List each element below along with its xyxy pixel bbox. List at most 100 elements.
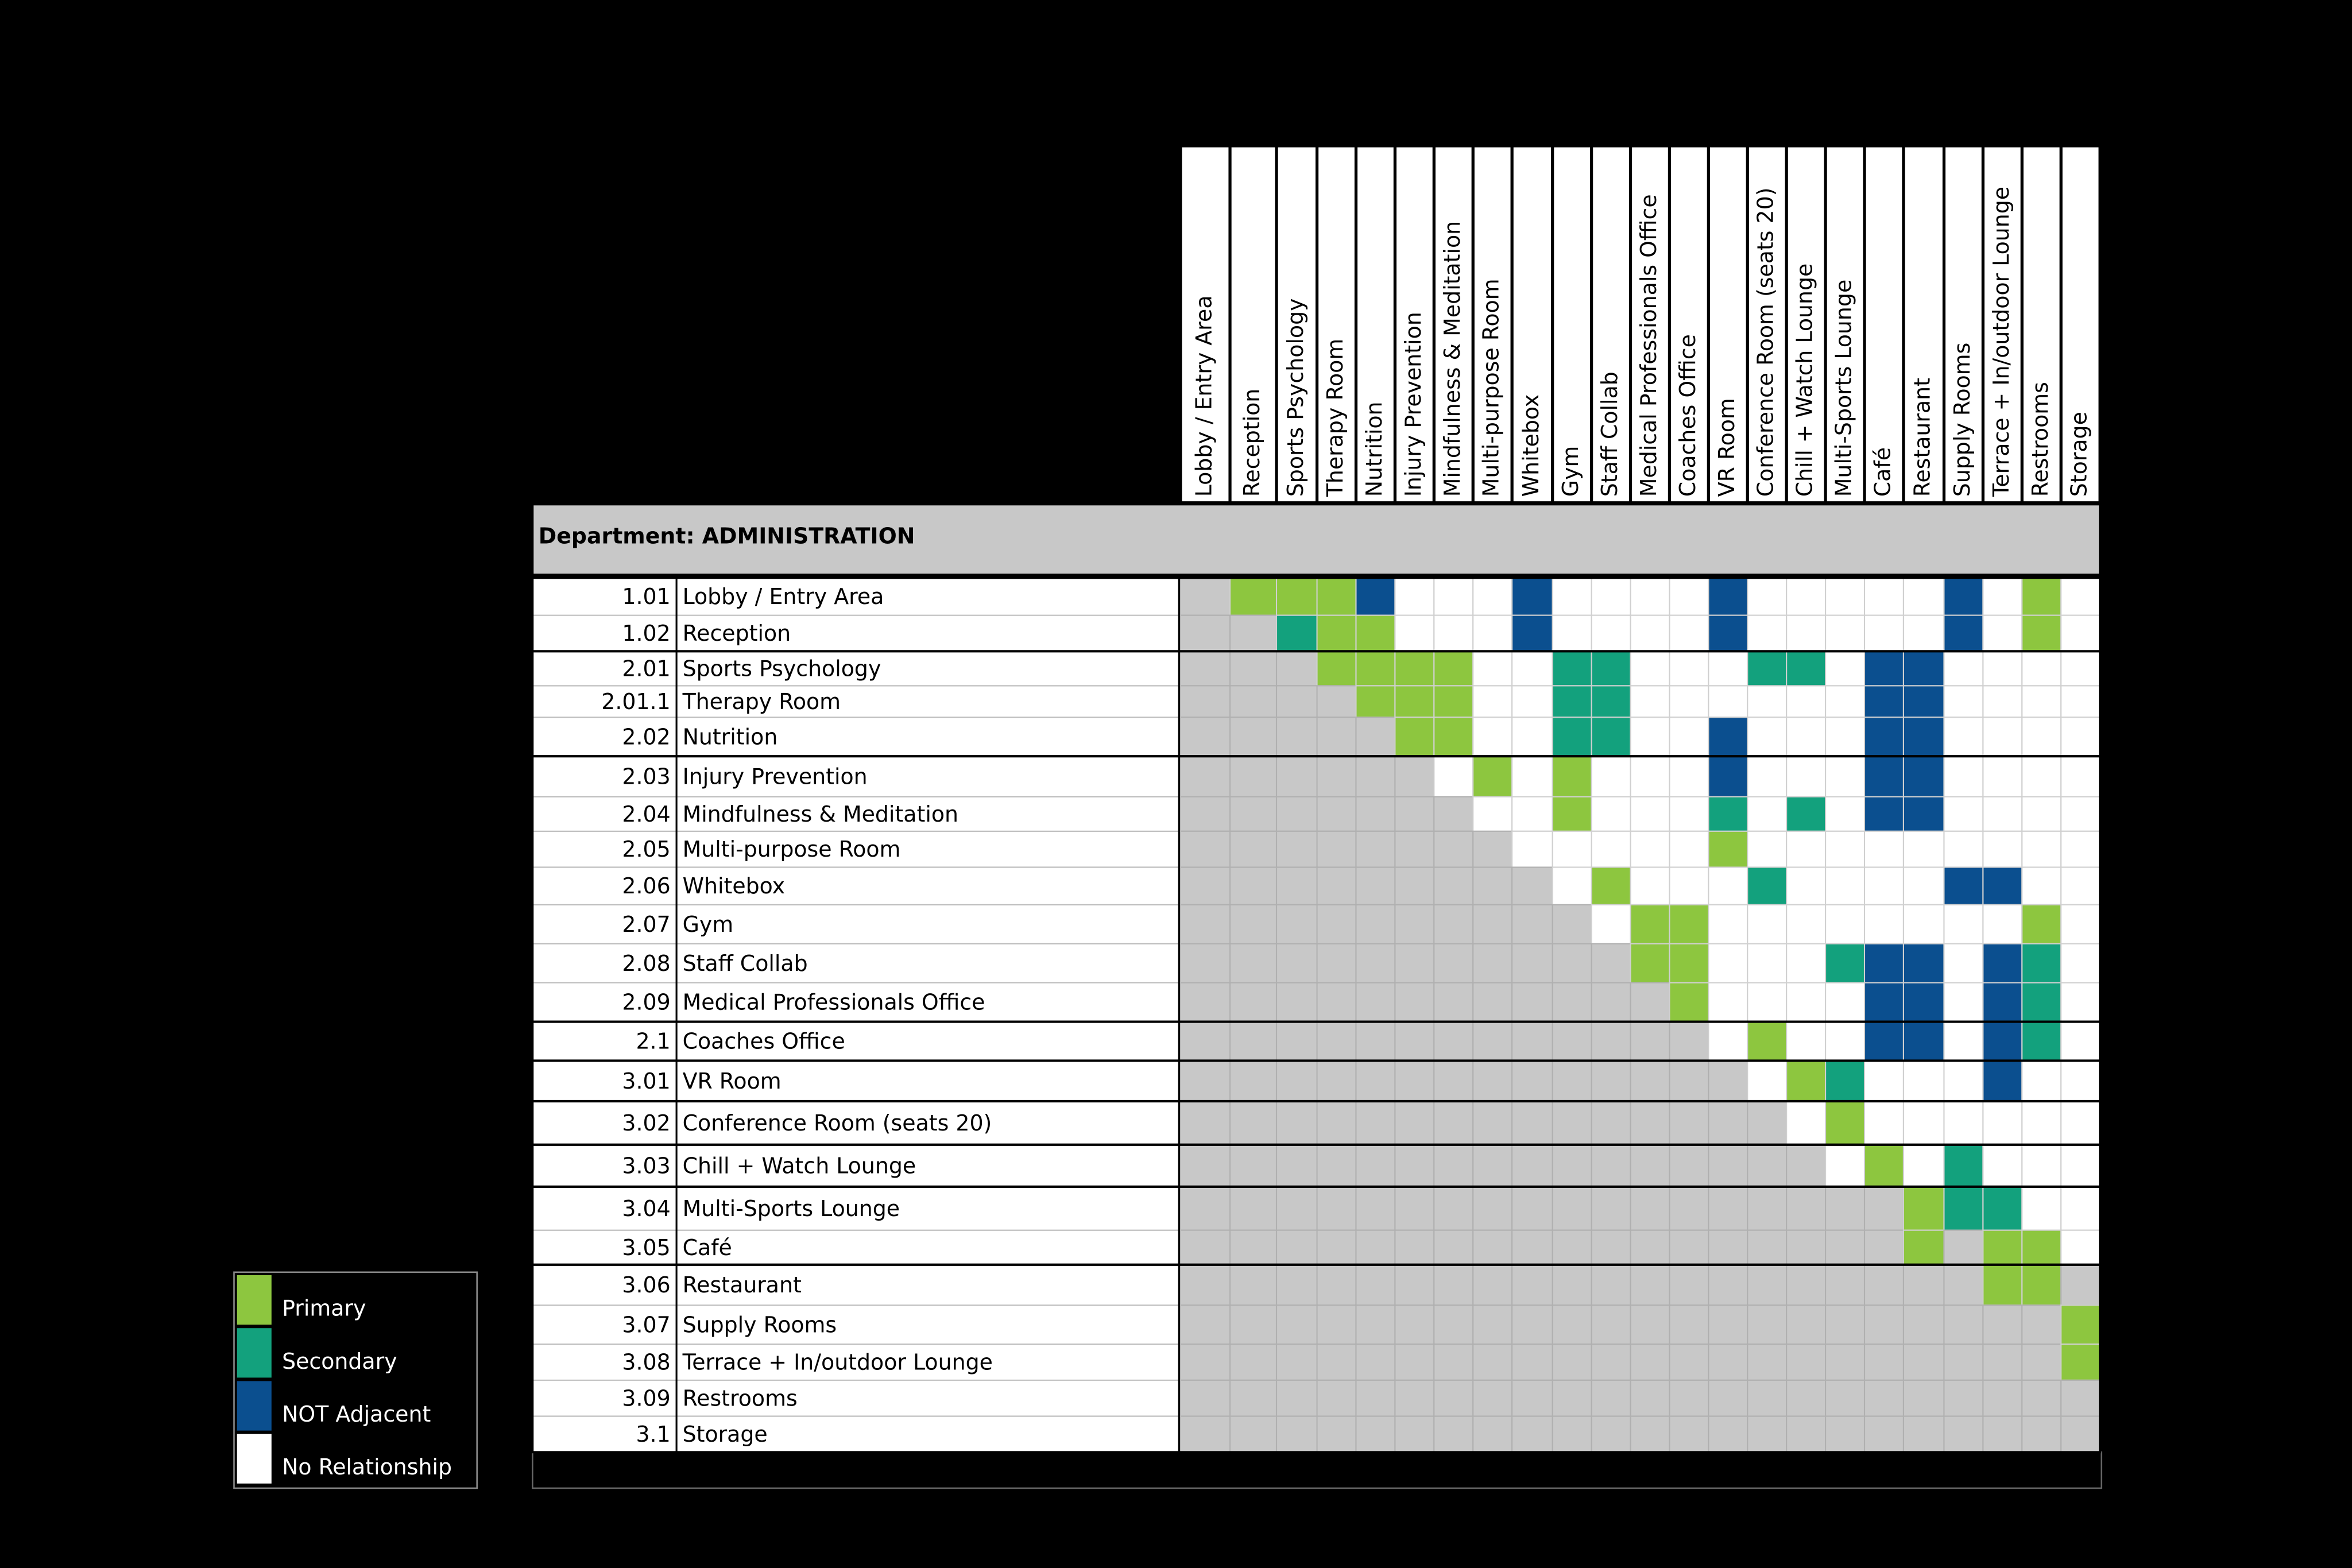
matrix-cell bbox=[2021, 1415, 2062, 1453]
matrix-cell bbox=[1316, 1304, 1357, 1345]
matrix-cell bbox=[1355, 577, 1396, 616]
matrix-cell bbox=[1552, 1021, 1592, 1062]
matrix-cell bbox=[1552, 1379, 1592, 1417]
matrix-cell bbox=[1229, 756, 1278, 797]
matrix-cell bbox=[1591, 1379, 1631, 1417]
matrix-cell bbox=[1591, 796, 1631, 832]
matrix-cell bbox=[1433, 943, 1474, 984]
matrix-cell bbox=[1786, 830, 1827, 868]
matrix-cell bbox=[1982, 866, 2023, 905]
matrix-cell bbox=[1472, 904, 1513, 944]
matrix-cell bbox=[1825, 756, 1866, 797]
matrix-cell bbox=[1708, 1264, 1748, 1306]
matrix-cell bbox=[1275, 756, 1318, 797]
matrix-cell bbox=[1552, 982, 1592, 1023]
row-name: VR Room bbox=[683, 1068, 782, 1094]
matrix-cell bbox=[1786, 1100, 1827, 1145]
matrix-cell bbox=[1863, 982, 1904, 1023]
matrix-cell bbox=[1786, 717, 1827, 757]
matrix-cell bbox=[1786, 614, 1827, 652]
matrix-cell bbox=[1786, 904, 1827, 944]
matrix-cell bbox=[1708, 1344, 1748, 1381]
matrix-cell bbox=[1433, 1144, 1474, 1187]
row-name: Multi-Sports Lounge bbox=[683, 1196, 900, 1221]
matrix-cell bbox=[1275, 1186, 1318, 1231]
row-number: 2.04 bbox=[622, 802, 670, 827]
matrix-cell bbox=[1747, 1344, 1788, 1381]
matrix-cell bbox=[2021, 614, 2062, 652]
matrix-cell bbox=[2021, 904, 2062, 944]
matrix-cell bbox=[2060, 1415, 2101, 1453]
matrix-cell bbox=[1825, 796, 1866, 832]
matrix-cell bbox=[1394, 685, 1435, 718]
matrix-cell bbox=[2021, 866, 2062, 905]
matrix-cell bbox=[1433, 1264, 1474, 1306]
matrix-cell bbox=[1747, 1379, 1788, 1417]
matrix-cell bbox=[1825, 1304, 1866, 1345]
matrix-cell bbox=[1229, 1060, 1278, 1102]
matrix-cell bbox=[1229, 866, 1278, 905]
matrix-cell bbox=[1747, 904, 1788, 944]
matrix-cell bbox=[1902, 685, 1945, 718]
column-header-box bbox=[1357, 147, 1394, 502]
matrix-cell bbox=[1669, 1415, 1709, 1453]
column-header: Multi-Sports Lounge bbox=[1831, 280, 1856, 497]
matrix-cell bbox=[1943, 904, 1984, 944]
matrix-cell bbox=[1669, 796, 1709, 832]
matrix-cell bbox=[2060, 1144, 2101, 1187]
matrix-cell bbox=[1511, 1186, 1553, 1231]
matrix-cell bbox=[1902, 1415, 1945, 1453]
matrix-cell bbox=[1591, 1144, 1631, 1187]
matrix-cell bbox=[1747, 1100, 1788, 1145]
matrix-cell bbox=[1179, 1264, 1231, 1306]
matrix-cell bbox=[1943, 1344, 1984, 1381]
matrix-cell bbox=[1943, 577, 1984, 616]
matrix-cell bbox=[1708, 1144, 1748, 1187]
matrix-cell bbox=[1902, 1021, 1945, 1062]
matrix-cell bbox=[1630, 756, 1670, 797]
matrix-cell bbox=[1511, 685, 1553, 718]
matrix-cell bbox=[1229, 982, 1278, 1023]
matrix-cell bbox=[1229, 904, 1278, 944]
matrix-cell bbox=[1511, 1100, 1553, 1145]
matrix-cell bbox=[1316, 1415, 1357, 1453]
matrix-cell bbox=[1708, 1100, 1748, 1145]
matrix-cell bbox=[1394, 1264, 1435, 1306]
matrix-cell bbox=[1863, 1304, 1904, 1345]
matrix-cell bbox=[1433, 1100, 1474, 1145]
matrix-cell bbox=[1179, 614, 1231, 652]
matrix-cell bbox=[2021, 1229, 2062, 1265]
matrix-cell bbox=[1902, 756, 1945, 797]
matrix-cell bbox=[1179, 904, 1231, 944]
matrix-cell bbox=[2060, 717, 2101, 757]
matrix-cell bbox=[1825, 1060, 1866, 1102]
matrix-cell bbox=[1394, 943, 1435, 984]
department-title: Department: ADMINISTRATION bbox=[539, 523, 915, 548]
matrix-cell bbox=[2060, 830, 2101, 868]
matrix-cell bbox=[1316, 1344, 1357, 1381]
matrix-cell bbox=[1630, 1304, 1670, 1345]
matrix-cell bbox=[1316, 943, 1357, 984]
column-header: Whitebox bbox=[1518, 394, 1544, 497]
matrix-cell bbox=[1630, 1186, 1670, 1231]
matrix-cell bbox=[1316, 614, 1357, 652]
matrix-cell bbox=[1552, 1415, 1592, 1453]
matrix-cell bbox=[1229, 796, 1278, 832]
matrix-cell bbox=[1472, 1021, 1513, 1062]
matrix-cell bbox=[1275, 943, 1318, 984]
matrix-cell bbox=[1591, 1100, 1631, 1145]
matrix-cell bbox=[2021, 1060, 2062, 1102]
matrix-cell bbox=[1433, 1344, 1474, 1381]
matrix-cell bbox=[1511, 651, 1553, 687]
matrix-cell bbox=[1472, 1379, 1513, 1417]
column-header: Supply Rooms bbox=[1949, 343, 1975, 497]
matrix-cell bbox=[2021, 651, 2062, 687]
matrix-cell bbox=[1275, 1100, 1318, 1145]
matrix-cell bbox=[1902, 796, 1945, 832]
column-header-box bbox=[1278, 147, 1316, 502]
matrix-cell bbox=[1394, 1229, 1435, 1265]
column-header-box bbox=[1905, 147, 1943, 502]
matrix-cell bbox=[1552, 1186, 1592, 1231]
matrix-cell bbox=[1316, 756, 1357, 797]
matrix-cell bbox=[1708, 830, 1748, 868]
